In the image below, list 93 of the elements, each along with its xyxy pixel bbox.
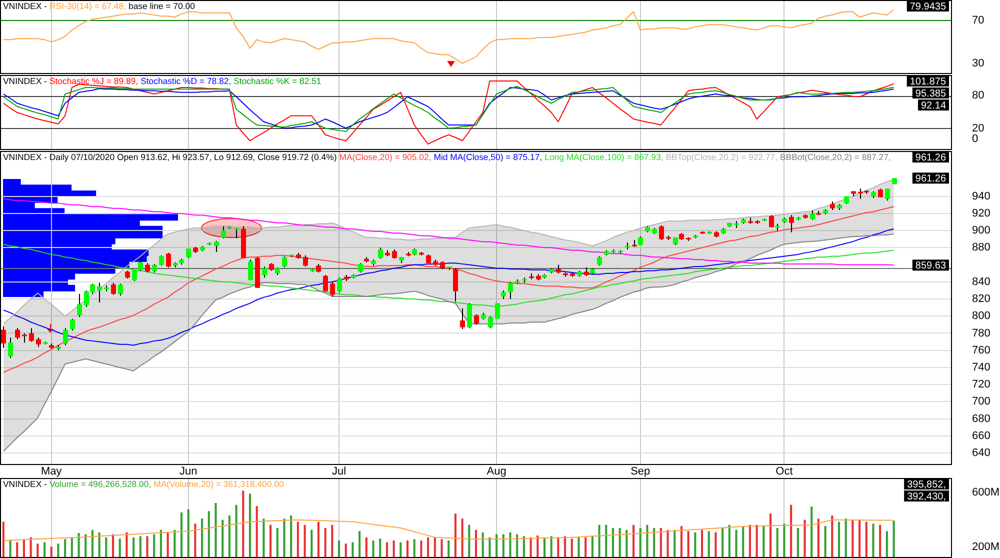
text: MA(Close,20) = 905.02, [339,152,432,162]
y-tick-label: 200M [972,540,1000,553]
candlestick [467,302,472,329]
candlestick [358,262,363,273]
y-tick-label: 20 [972,122,984,134]
annotation: 95.385 [915,88,946,100]
candlestick [330,281,335,297]
candlestick [378,247,383,260]
series-label: RSI-30(14) = 67.48, [49,1,126,11]
candlestick [97,282,102,303]
candlestick [70,318,75,332]
candlestick [262,266,267,278]
x-tick-label: May [40,466,62,478]
candlestick [138,260,143,272]
candlestick [77,293,82,318]
candlestick [282,256,287,268]
series-label: Stochastic %J = 89.89, [49,76,138,86]
candlestick [22,332,27,344]
chart-title: VNINDEX - [3,76,47,86]
candlestick [145,262,150,273]
annotation: 392,430, [907,491,946,502]
candlestick [221,226,226,239]
annotation: 859.63 [915,260,946,272]
y-tick-label: 740 [972,361,990,374]
text: BBBot(Close,20,2) = 887.27, [780,152,891,162]
x-tick-label: Jul [332,466,346,478]
y-tick-label: 700 [972,396,990,408]
candlestick [186,248,191,258]
candlestick [234,228,239,239]
text: MA(Volume,20) = 361,318,400.00 [154,479,284,489]
candlestick [508,281,513,300]
y-tick-label: 940 [972,190,990,202]
candlestick [323,274,328,292]
candlestick [248,259,253,281]
candlestick [885,188,890,202]
candlestick [789,214,794,233]
candlestick [166,252,171,268]
candlestick [63,328,68,346]
y-tick-label: 880 [972,242,990,254]
y-tick-label: 640 [972,447,990,460]
y-tick-label: 680 [972,412,990,425]
series-label: Stochastic %K = 82.51 [234,76,322,86]
candlestick [597,256,602,266]
candlestick [159,254,164,266]
y-tick-label: 800 [972,310,990,322]
chart-title: VNINDEX - Daily 07/10/2020 Open 913.62, Hi 923.57, Lo 912.69, Close 919.72 (0.4%) [3,152,337,162]
y-tick-label: 70 [972,14,984,26]
candlestick [460,308,465,330]
candlestick [659,224,664,240]
annotation: 961.26 [915,173,946,184]
candlestick [337,277,342,293]
text: Mid MA(Close,50) = 875.17, [434,152,542,162]
y-tick-label: 0 [972,133,978,146]
text: Long MA(Close,100) = 867.93, [544,152,664,162]
y-tick-label: 720 [972,378,990,391]
annotation: 961.26 [915,152,946,164]
y-tick-label: 900 [972,224,990,237]
y-tick-label: 600M [972,486,1000,499]
candlestick [15,328,20,340]
x-tick-label: Sep [630,466,650,478]
chart-title: VNINDEX - [3,1,47,11]
annotation: 79.9435 [910,1,946,12]
candlestick [8,337,13,359]
y-tick-label: 920 [972,207,990,220]
annotation: 92.14 [920,100,946,112]
candlestick [118,283,123,296]
candlestick [29,328,34,342]
y-tick-label: 820 [972,293,990,306]
candlestick [392,248,397,260]
y-tick-label: 30 [972,57,984,70]
chart-title: VNINDEX - [3,479,47,489]
y-tick-label: 760 [972,344,990,356]
text: Volume = 496,266,528.00, [49,479,152,489]
annotation: 395,852, [907,479,946,490]
y-tick-label: 660 [972,430,990,442]
candlestick [810,210,815,220]
y-tick-label: 80 [972,90,984,102]
candlestick [214,240,219,252]
candlestick [453,268,458,302]
candlestick [36,337,41,348]
candlestick [488,316,493,329]
annotation: 101.875 [910,76,946,88]
candlestick [111,282,116,296]
y-tick-label: 840 [972,276,990,288]
text: BBTop(Close,20,2) = 922.77, [666,152,778,162]
candlestick [303,254,308,268]
chart-subtitle: base line = 70.00 [128,1,195,11]
x-tick-label: Oct [776,466,793,478]
y-tick-label: 780 [972,327,990,340]
candlestick [474,314,479,326]
x-tick-label: Aug [486,466,506,478]
series-label: Stochastic %D = 78.82, [140,76,232,86]
x-tick-label: Jun [179,466,198,478]
